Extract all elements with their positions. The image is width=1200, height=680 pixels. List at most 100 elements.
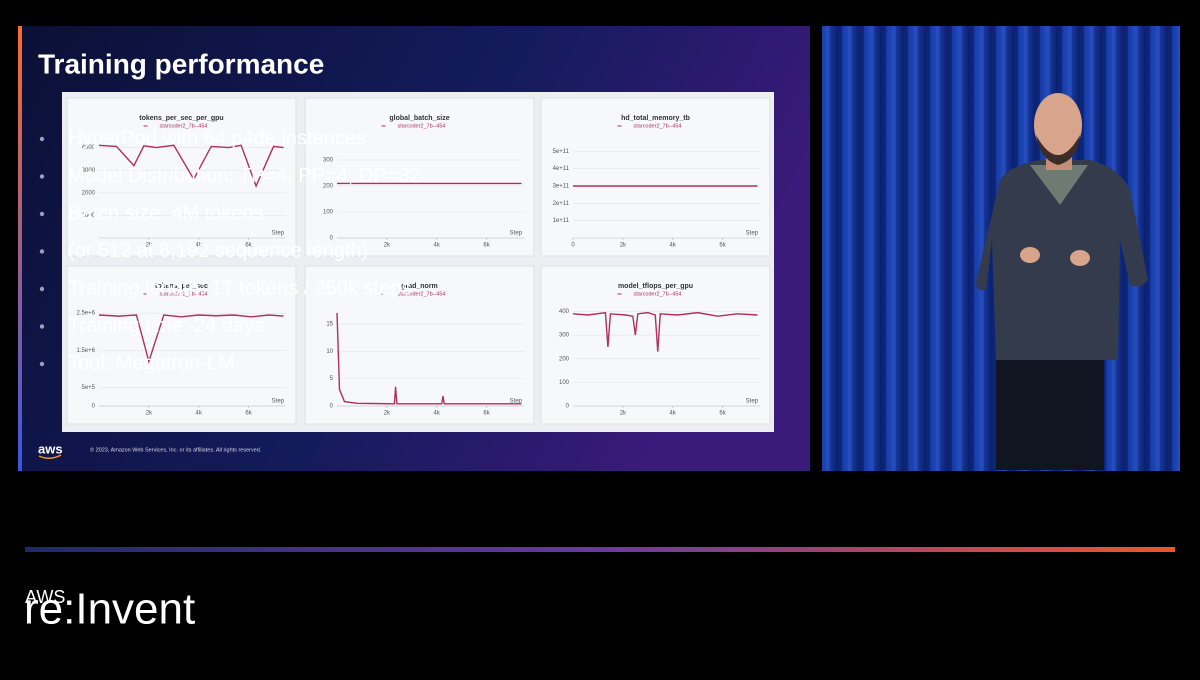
panel (304, 265, 535, 425)
y-tick-label: 200 (323, 184, 334, 190)
x-axis-label: Step (746, 231, 759, 237)
speaker-hand (1020, 247, 1040, 263)
panel-title: hd_total_memory_tb (621, 115, 690, 122)
bullet-text: Training length: 1T tokens / 250k steps (68, 277, 412, 299)
bullet-text: HyperPod with 64 p4de instances (68, 127, 366, 149)
speaker-shirt (1030, 165, 1088, 205)
bullet-list: HyperPod with 64 p4de instances Model Dis… (39, 127, 421, 374)
legend-label: starcoder2_7b--454 (633, 291, 681, 297)
aws-logo: aws (38, 441, 63, 456)
speaker-legs (996, 355, 1104, 470)
y-tick-label: 15 (326, 321, 333, 327)
x-tick-label: 4k (434, 243, 441, 249)
x-axis-label: Step (510, 399, 523, 405)
x-tick-label: 6k (719, 411, 726, 417)
brand-aws: AWS (25, 587, 65, 607)
y-tick-label: 200 (559, 356, 570, 362)
y-tick-label: 1.5e+6 (76, 348, 95, 354)
speaker-head (1034, 93, 1082, 157)
legend-label: starcoder2_7b--454 (633, 123, 681, 129)
x-tick-label: 2k (146, 243, 153, 249)
x-axis-label: Step (746, 399, 759, 405)
series-line (572, 311, 758, 352)
y-tick-label: 3000 (82, 168, 96, 174)
y-tick-label: 2.5e+6 (76, 311, 95, 317)
bullet-text: Tool: Megatron-LM (68, 352, 235, 374)
y-tick-label: 5e+11 (553, 149, 570, 155)
panel-title: model_tflops_per_gpu (618, 283, 693, 290)
x-tick-label: 2k (384, 411, 391, 417)
y-tick-label: 4000 (82, 145, 96, 151)
y-tick-label: 3e+11 (553, 184, 570, 190)
panel (66, 265, 297, 425)
speaker (976, 93, 1148, 470)
series-line (336, 312, 522, 405)
y-tick-label: 10 (326, 349, 333, 355)
y-tick-label: 2000 (82, 190, 96, 196)
legend-label: starcoder2_7b--454 (159, 123, 207, 129)
x-tick-label: 0 (571, 243, 575, 249)
x-tick-label: 6k (483, 411, 490, 417)
chart-panels: tokens_per_sec_per_gpustarcoder2_7b--454… (66, 97, 771, 425)
divider (25, 547, 1175, 552)
accent-stripe (18, 26, 22, 471)
panel (66, 97, 297, 257)
bullet-text: Batch size: 4M tokens (68, 202, 264, 224)
legend-label: starcoder2_7b--454 (159, 291, 207, 297)
x-tick-label: 4k (434, 411, 441, 417)
panel (304, 97, 535, 257)
x-tick-label: 6k (245, 243, 252, 249)
panel-title: tokens_per_sec_per_gpu (139, 115, 223, 122)
y-tick-label: 0 (566, 404, 570, 410)
bullet-text: (or 512 at 8,192 sequence length) (68, 240, 368, 262)
bullet-dot (39, 361, 45, 367)
x-tick-label: 4k (196, 243, 203, 249)
legend-label: starcoder2_7b--454 (397, 291, 445, 297)
bullet-dot (39, 174, 45, 179)
x-axis-label: Step (272, 231, 285, 237)
panel (540, 97, 771, 257)
panel-title: tokens_per_sec (155, 283, 208, 290)
bullet-dot (39, 211, 45, 217)
y-tick-label: 1000 (82, 213, 96, 219)
y-tick-label: 5 (330, 376, 334, 382)
legend-label: starcoder2_7b--454 (397, 123, 445, 129)
y-tick-label: 4e+11 (553, 166, 570, 172)
x-tick-label: 6k (483, 243, 490, 249)
x-tick-label: 2k (620, 243, 627, 249)
x-tick-label: 4k (670, 411, 677, 417)
bullet-dot (39, 249, 45, 254)
panel-title: global_batch_size (389, 115, 449, 122)
y-tick-label: 2e+11 (553, 201, 570, 207)
speaker-hoodie (976, 160, 1148, 360)
y-tick-label: 1e+11 (553, 218, 570, 224)
bullet-text: Training time: 24 days (68, 315, 264, 337)
slide-title: Training performance (38, 48, 324, 79)
y-tick-label: 5e+5 (81, 385, 95, 391)
x-tick-label: 2k (620, 411, 627, 417)
x-tick-label: 2k (146, 411, 153, 417)
bullet-dot (39, 286, 45, 292)
y-tick-label: 0 (92, 404, 96, 410)
bullet-text: Model Distribution: TP=4, PP=4, DP=32 (68, 165, 421, 187)
logo-smile (38, 454, 62, 459)
bullet-dot (39, 324, 45, 329)
y-tick-label: 300 (559, 333, 570, 339)
series-line (98, 314, 284, 364)
y-tick-label: 100 (323, 210, 334, 216)
copyright: © 2023, Amazon Web Services, Inc. or its… (90, 446, 262, 453)
speaker-hand (1070, 250, 1090, 266)
x-tick-label: 6k (719, 243, 726, 249)
y-tick-label: 0 (330, 404, 334, 410)
panel (540, 265, 771, 425)
x-tick-label: 2k (384, 243, 391, 249)
x-axis-label: Step (272, 399, 285, 405)
panel-title: grad_norm (401, 283, 438, 290)
brand-event: re:Invent (24, 585, 195, 634)
y-tick-label: 100 (559, 380, 570, 386)
series-line (98, 144, 284, 188)
bullet-dot (39, 136, 45, 142)
speaker-beard (1036, 135, 1080, 165)
